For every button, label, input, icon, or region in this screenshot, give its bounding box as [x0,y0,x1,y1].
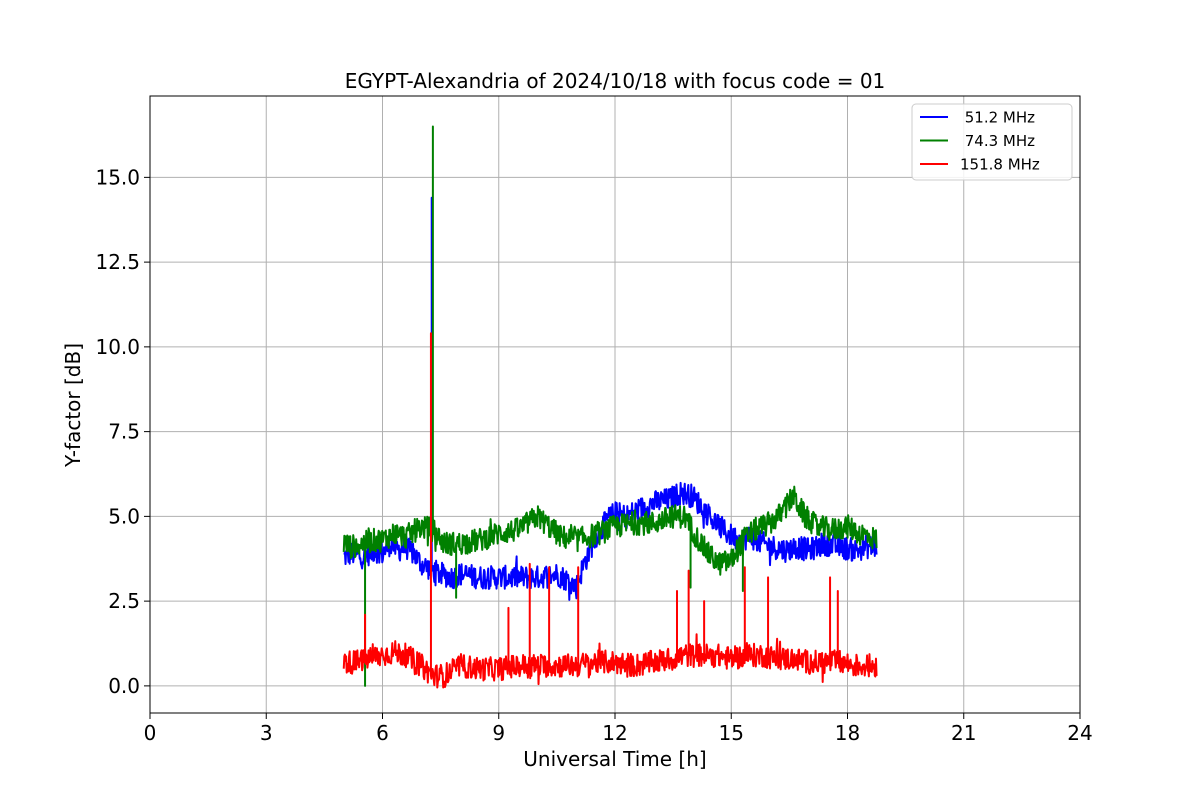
legend-entry: 151.8 MHz [960,156,1040,174]
plot-series [342,125,878,689]
plot-frame [149,95,1081,714]
series-1 [342,125,878,687]
x-tick-label: 18 [835,721,860,745]
x-tick-label: 21 [951,721,976,745]
x-tick-label: 12 [602,721,627,745]
series-line [342,332,878,689]
series-line [342,125,878,687]
x-tick-label: 24 [1067,721,1092,745]
y-tick-label: 15.0 [95,165,140,189]
legend: 51.2 MHz 74.3 MHz 151.8 MHz [911,103,1073,181]
series-line [343,196,878,601]
x-tick-label: 15 [719,721,744,745]
y-tick-label: 2.5 [108,589,140,613]
y-tick-label: 12.5 [95,250,140,274]
y-tick-label: 7.5 [108,420,140,444]
legend-entry: 74.3 MHz [960,132,1035,150]
y-tick-label: 5.0 [108,504,140,528]
y-tick-label: 0.0 [108,674,140,698]
x-tick-label: 3 [260,721,273,745]
series-0 [343,196,878,601]
legend-entry: 51.2 MHz [960,109,1035,127]
y-tick-label: 10.0 [95,335,140,359]
chart-title: EGYPT-Alexandria of 2024/10/18 with focu… [345,69,886,93]
y-axis-label: Y-factor [dB] [61,343,85,468]
x-axis-label: Universal Time [h] [523,747,706,771]
x-tick-label: 0 [144,721,157,745]
x-axis-ticks: 0 3 6 9 12 15 18 21 24 [144,713,1093,745]
legend-box [911,103,1073,181]
series-2 [342,332,878,689]
y-axis-ticks: 0.0 2.5 5.0 7.5 10.0 12.5 15.0 [95,165,150,698]
x-tick-label: 9 [492,721,505,745]
x-tick-label: 6 [376,721,389,745]
